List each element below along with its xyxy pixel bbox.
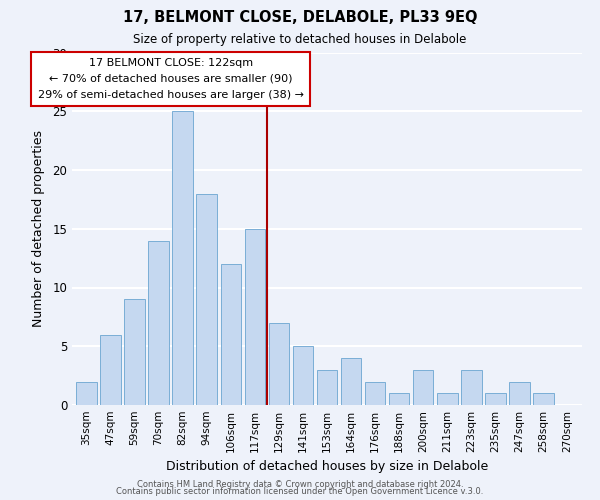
Bar <box>365 382 385 405</box>
Bar <box>509 382 530 405</box>
Bar <box>413 370 433 405</box>
Bar <box>221 264 241 405</box>
Bar <box>485 394 506 405</box>
Text: 17, BELMONT CLOSE, DELABOLE, PL33 9EQ: 17, BELMONT CLOSE, DELABOLE, PL33 9EQ <box>123 10 477 25</box>
Bar <box>437 394 458 405</box>
Bar <box>100 334 121 405</box>
Bar <box>245 229 265 405</box>
Text: Contains public sector information licensed under the Open Government Licence v.: Contains public sector information licen… <box>116 487 484 496</box>
Bar <box>389 394 409 405</box>
Bar <box>293 346 313 405</box>
Bar <box>124 299 145 405</box>
Bar <box>533 394 554 405</box>
Text: Size of property relative to detached houses in Delabole: Size of property relative to detached ho… <box>133 32 467 46</box>
Text: 17 BELMONT CLOSE: 122sqm
← 70% of detached houses are smaller (90)
29% of semi-d: 17 BELMONT CLOSE: 122sqm ← 70% of detach… <box>38 58 304 100</box>
Bar <box>148 240 169 405</box>
Bar <box>172 112 193 405</box>
X-axis label: Distribution of detached houses by size in Delabole: Distribution of detached houses by size … <box>166 460 488 473</box>
Bar <box>461 370 482 405</box>
Text: Contains HM Land Registry data © Crown copyright and database right 2024.: Contains HM Land Registry data © Crown c… <box>137 480 463 489</box>
Bar <box>196 194 217 405</box>
Bar <box>76 382 97 405</box>
Bar <box>269 323 289 405</box>
Y-axis label: Number of detached properties: Number of detached properties <box>32 130 46 327</box>
Bar <box>317 370 337 405</box>
Bar <box>341 358 361 405</box>
